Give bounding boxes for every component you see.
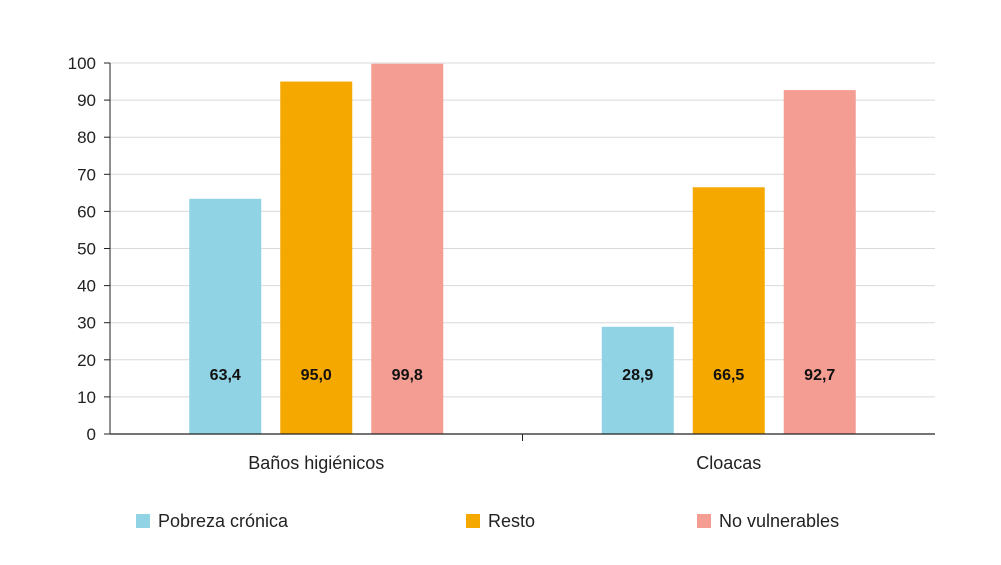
- legend: Pobreza crónica Resto No vulnerables: [136, 511, 839, 531]
- bar: [189, 198, 262, 434]
- category-label: Cloacas: [696, 453, 761, 473]
- y-tick-label: 40: [77, 277, 96, 296]
- y-tick-label: 60: [77, 202, 96, 221]
- data-label: 66,5: [713, 367, 744, 384]
- bar: [371, 63, 444, 434]
- legend-label: Resto: [488, 511, 535, 531]
- y-tick-label: 90: [77, 91, 96, 110]
- y-tick-label: 50: [77, 240, 96, 259]
- data-label: 95,0: [301, 367, 332, 384]
- legend-label: Pobreza crónica: [158, 511, 289, 531]
- data-labels: 63,4 95,0 99,8 28,9 66,5 92,7: [210, 367, 836, 384]
- data-label: 92,7: [804, 367, 835, 384]
- y-tick-label: 100: [68, 54, 96, 73]
- legend-label: No vulnerables: [719, 511, 839, 531]
- y-tick-label: 30: [77, 314, 96, 333]
- y-tick-label: 80: [77, 128, 96, 147]
- y-tick-label: 70: [77, 165, 96, 184]
- y-tick-label: 10: [77, 388, 96, 407]
- legend-swatch: [136, 514, 150, 528]
- data-label: 63,4: [210, 367, 241, 384]
- bars: [189, 63, 856, 435]
- category-labels: Baños higiénicos Cloacas: [248, 453, 761, 473]
- legend-swatch: [697, 514, 711, 528]
- bar: [601, 326, 674, 434]
- legend-swatch: [466, 514, 480, 528]
- y-axis-ticks: 0 10 20 30 40 50 60 70 80 90 100: [68, 54, 110, 444]
- data-label: 99,8: [392, 367, 423, 384]
- bar: [692, 187, 765, 434]
- y-tick-label: 0: [87, 425, 96, 444]
- axes: [109, 63, 935, 441]
- bar: [280, 81, 353, 435]
- data-label: 28,9: [622, 367, 653, 384]
- y-tick-label: 20: [77, 351, 96, 370]
- bar: [783, 90, 856, 434]
- category-label: Baños higiénicos: [248, 453, 384, 473]
